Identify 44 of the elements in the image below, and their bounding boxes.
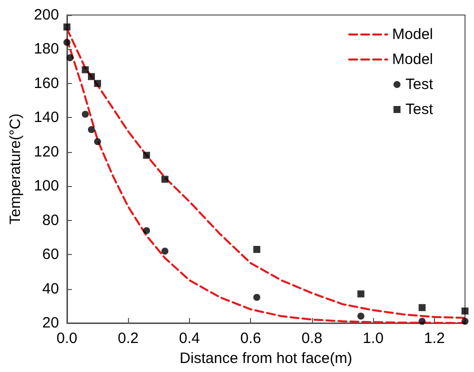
point (253, 246, 260, 253)
y-tick-label: 80 (42, 212, 59, 229)
legend-label: Model (392, 51, 434, 68)
x-tick-label: 1.0 (362, 330, 384, 347)
x-tick-label: 0.4 (178, 330, 200, 347)
point (418, 304, 426, 312)
x-tick-label: 1.2 (424, 330, 445, 347)
x-tick-label: 0.0 (56, 330, 78, 347)
point (462, 318, 468, 325)
y-tick-label: 60 (42, 246, 59, 264)
point (462, 308, 468, 315)
point (82, 110, 89, 118)
y-tick-label: 200 (34, 6, 59, 24)
legend-label: Model (392, 26, 434, 43)
point (82, 66, 89, 74)
point (357, 290, 364, 298)
point (161, 176, 168, 183)
point (88, 126, 95, 134)
y-tick-label: 140 (34, 109, 59, 126)
y-tick-label: 20 (42, 314, 59, 332)
legend-label: Test (405, 76, 434, 93)
x-axis-title: Distance from hot face(m) (180, 350, 352, 367)
point (253, 294, 260, 301)
point (143, 152, 150, 159)
point (94, 138, 102, 146)
y-tick-label: 40 (42, 280, 59, 298)
point (63, 38, 70, 46)
point (66, 54, 74, 62)
y-tick-label: 180 (34, 40, 59, 58)
point (161, 248, 168, 255)
point (418, 318, 426, 325)
x-tick-label: 0.2 (118, 330, 139, 347)
x-tick-label: 0.6 (240, 330, 262, 347)
point (143, 227, 150, 234)
y-tick-label: 120 (34, 143, 59, 160)
point (88, 73, 95, 80)
x-tick-label: 0.8 (301, 330, 322, 347)
legend-label: Test (405, 101, 434, 118)
point (63, 23, 70, 30)
y-tick-label: 160 (34, 74, 59, 92)
point (94, 80, 102, 87)
y-tick-label: 100 (34, 178, 59, 195)
y-axis-title: Temperature(°C) (7, 113, 24, 225)
point (357, 312, 364, 320)
